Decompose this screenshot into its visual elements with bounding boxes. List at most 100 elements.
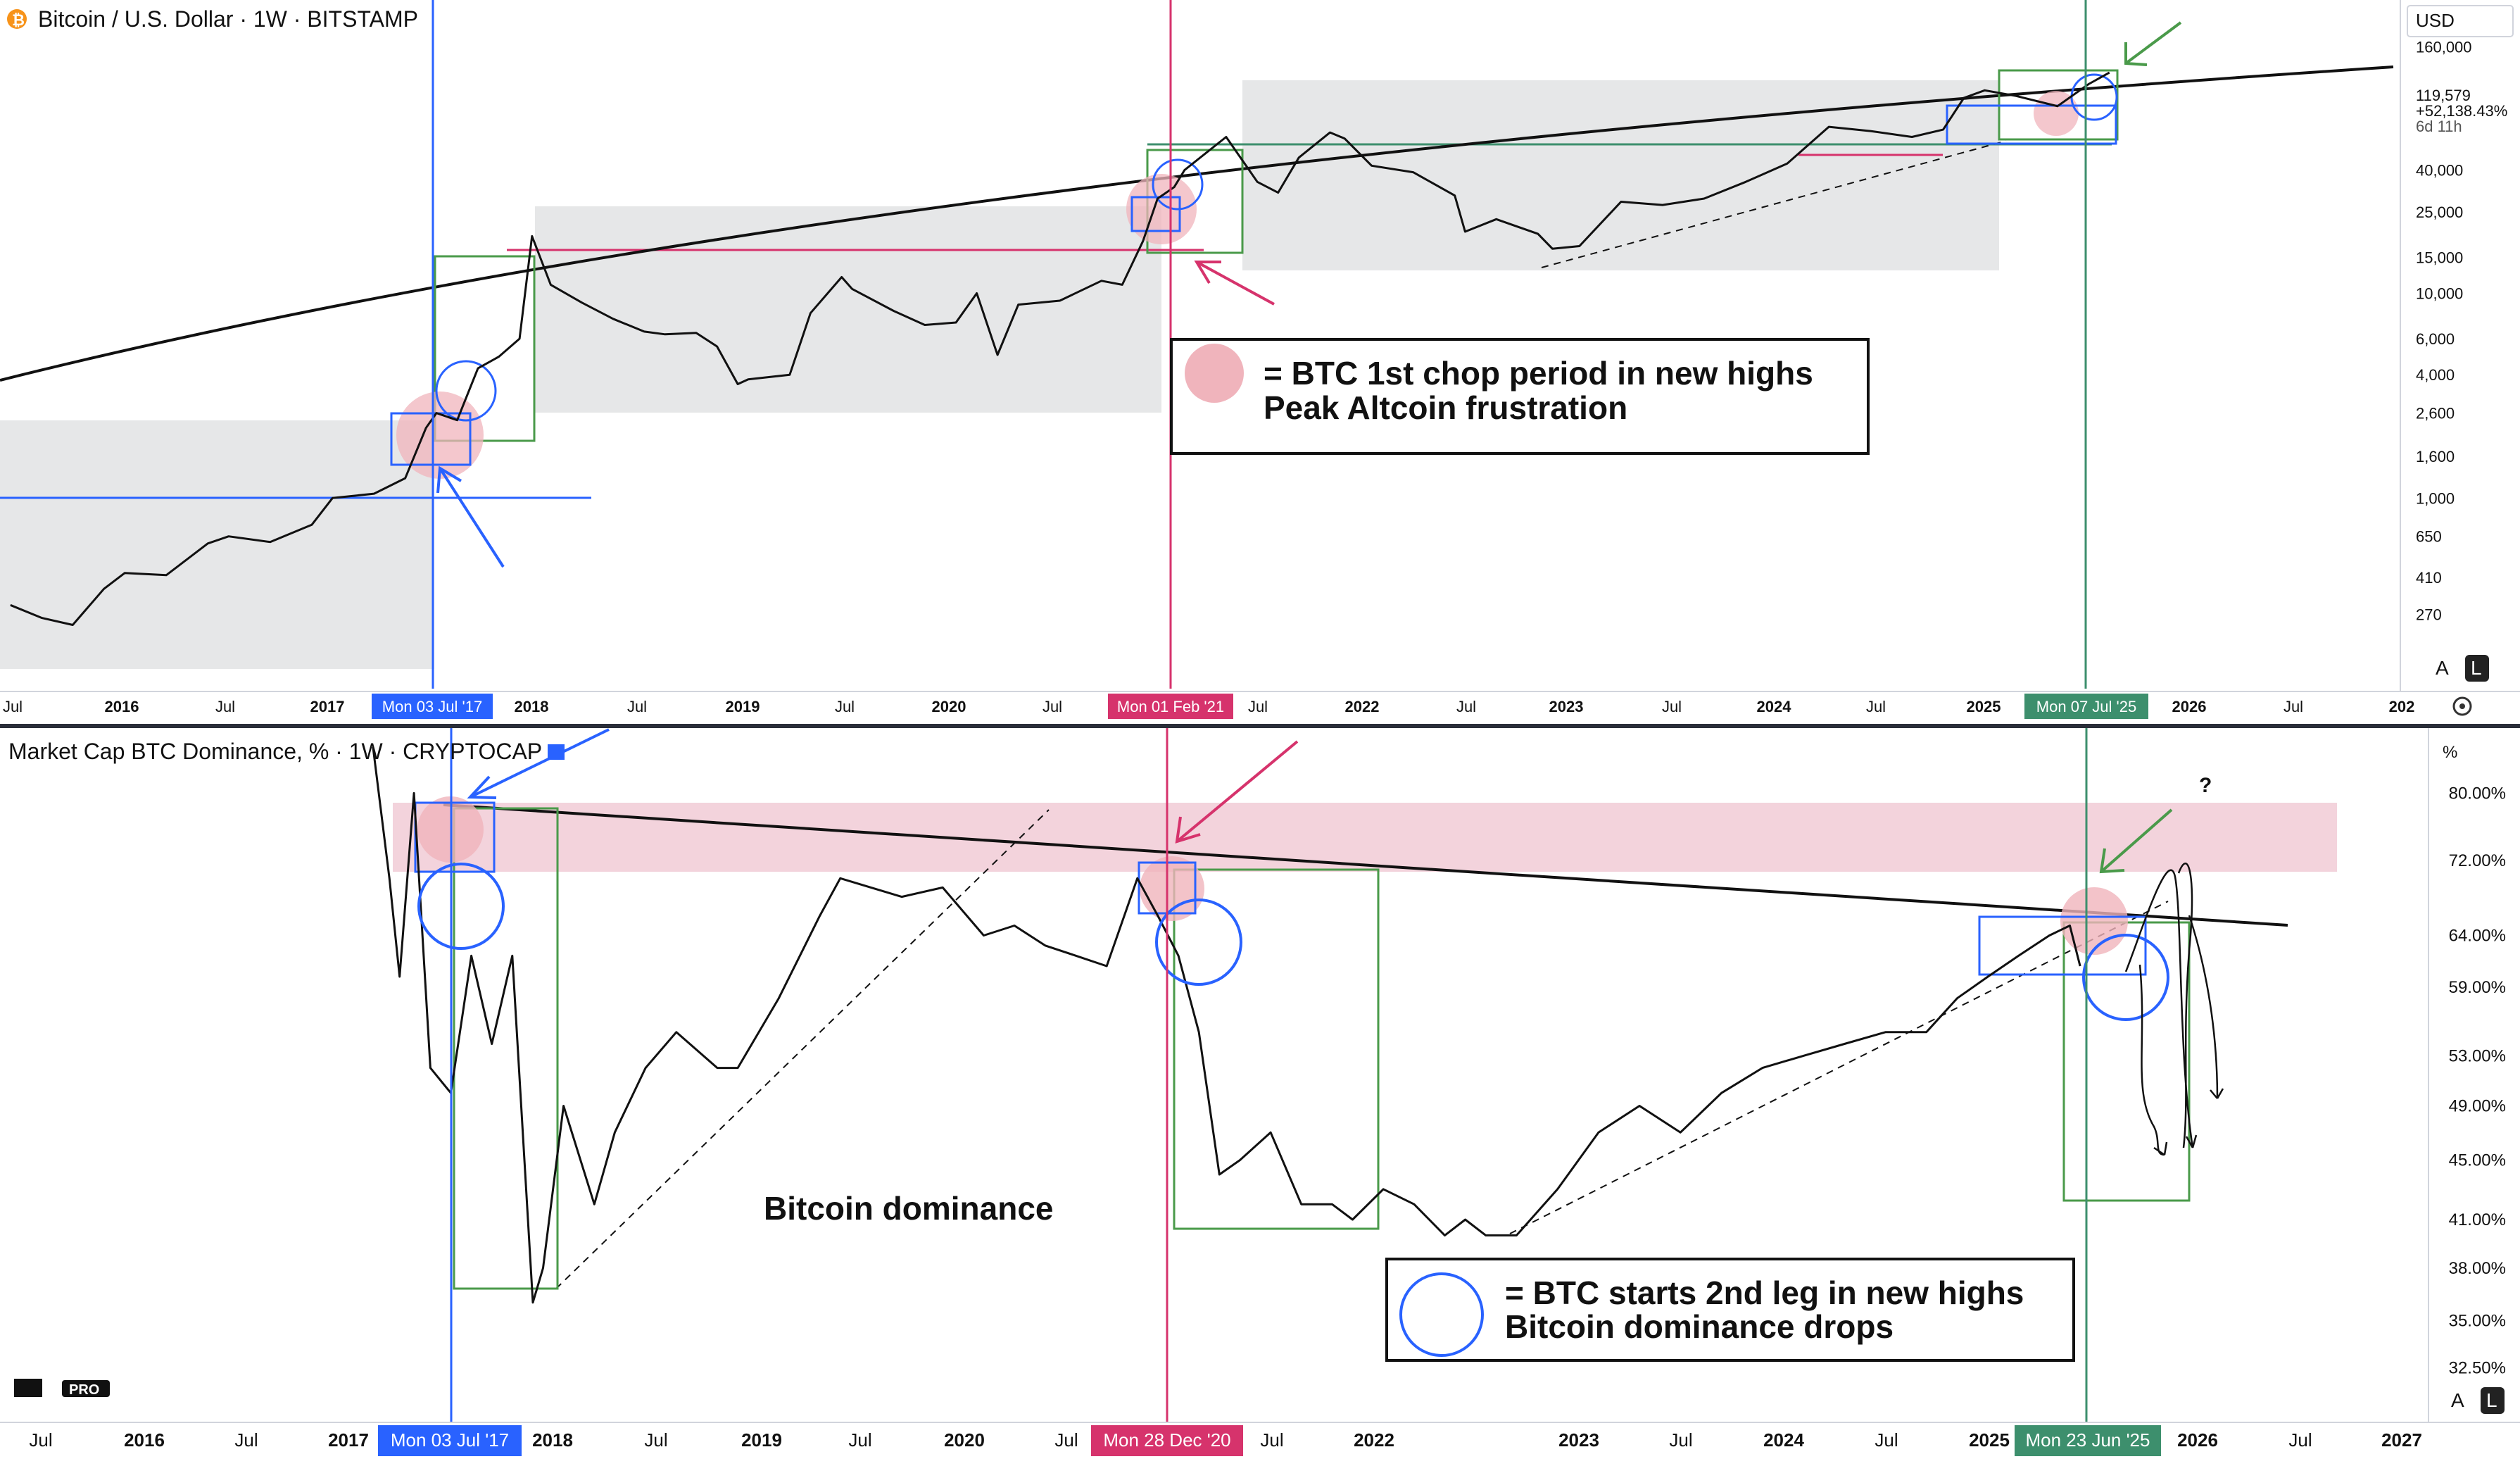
breakout-box [434, 255, 536, 442]
dashed-trendline [555, 809, 1050, 1289]
second-leg-circle [1155, 898, 1242, 986]
date-marker-jul25: Mon 07 Jul '25 [2024, 694, 2148, 719]
legend-box-top: = BTC 1st chop period in new highs Peak … [1170, 338, 1870, 455]
dominance-drop-box [2062, 921, 2191, 1202]
x-tick-label: Jul [1669, 1429, 1692, 1451]
y-tick-label: 4,000 [2416, 366, 2455, 384]
date-marker-dec20: Mon 28 Dec '20 [1091, 1425, 1243, 1456]
log-scale-button[interactable]: L [2471, 657, 2482, 679]
y-tick-label: 650 [2416, 528, 2442, 546]
second-leg-circle [2082, 934, 2169, 1021]
x-tick-label: Jul [1248, 698, 1268, 715]
dominance-drop-box [453, 807, 559, 1290]
bitcoin-glyph: ₿ [12, 11, 25, 29]
gear-icon[interactable] [2452, 696, 2472, 716]
x-tick-label: 2019 [726, 698, 760, 715]
x-tick-label: Jul [1875, 1429, 1898, 1451]
y-tick-label: 410 [2416, 569, 2442, 587]
log-growth-curve [0, 65, 2394, 382]
top-x-axis: Jul 2016 Jul 2017 2018 Jul 2019 Jul 2020 Jul Jul 20… [3, 698, 2414, 715]
legend-line-2: Bitcoin dominance drops [1505, 1308, 1894, 1345]
dominance-line [372, 746, 2081, 1304]
y-tick-label: 49.00% [2449, 1096, 2506, 1115]
y-tick-label: 35.00% [2449, 1311, 2506, 1330]
currency-label: USD [2416, 10, 2455, 31]
symbol-title[interactable]: Bitcoin / U.S. Dollar · 1W · BITSTAMP [38, 6, 418, 32]
arrow-icon [1175, 740, 1299, 844]
x-tick-label: Jul [627, 698, 647, 715]
tradingview-logo: PRO [14, 1379, 110, 1398]
x-tick-label: 2020 [944, 1429, 985, 1451]
arrow-icon [1194, 261, 1275, 306]
svg-text:Mon 23 Jun '25: Mon 23 Jun '25 [2026, 1429, 2150, 1451]
y-tick-label: 40,000 [2416, 161, 2463, 179]
auto-scale-button[interactable]: A [2436, 657, 2449, 679]
second-leg-circle [417, 863, 505, 950]
chop-circle [2060, 887, 2128, 955]
x-tick-label: Jul [1866, 698, 1886, 715]
svg-text:Mon 07 Jul '25: Mon 07 Jul '25 [2036, 698, 2136, 715]
projection-path [2177, 863, 2193, 1148]
dominance-title[interactable]: Market Cap BTC Dominance, % · 1W · CRYPT… [8, 739, 542, 764]
currency-dropdown[interactable]: USD [2407, 5, 2514, 37]
panel-divider[interactable] [0, 724, 2520, 728]
x-tick-label: 2016 [105, 698, 139, 715]
x-tick-label: 2025 [1969, 1429, 2010, 1451]
chop-circle [1140, 856, 1204, 921]
bottom-panel: ? Bitcoin dominance = BTC starts 2nd leg… [0, 728, 2520, 1459]
x-tick-label: 2017 [310, 698, 345, 715]
bottom-x-axis: Jul 2016 Jul 2017 2018 Jul 2019 Jul 2020 Jul Jul 20… [29, 1429, 2422, 1451]
resistance-zone [393, 803, 2337, 872]
y-tick-label: 1,600 [2416, 448, 2455, 465]
x-tick-label: 2022 [1354, 1429, 1394, 1451]
x-tick-label: Jul [835, 698, 855, 715]
question-mark: ? [2199, 774, 2212, 797]
x-tick-label: 2023 [1558, 1429, 1599, 1451]
arrow-icon [2099, 808, 2173, 874]
chop-circle [1126, 174, 1197, 244]
x-tick-label: Jul [1042, 698, 1062, 715]
legend-line-1: = BTC 1st chop period in new highs [1264, 355, 1813, 392]
unit-label: % [2443, 743, 2457, 762]
projection-path [2138, 964, 2168, 1156]
arrow-icon [467, 728, 610, 799]
x-tick-label: Jul [215, 698, 235, 715]
legend-line-2: Peak Altcoin frustration [1264, 389, 1627, 426]
y-tick-label: 15,000 [2416, 249, 2463, 266]
chop-range-box [535, 206, 1161, 413]
bottom-y-axis: 80.00% 72.00% 64.00% 59.00% 53.00% 49.00% 45.0… [2449, 784, 2506, 1377]
second-leg-circle [435, 360, 497, 422]
date-marker-feb21: Mon 01 Feb '21 [1108, 694, 1233, 719]
x-tick-label: Jul [1260, 1429, 1283, 1451]
x-tick-label: 2019 [741, 1429, 782, 1451]
x-tick-label: 202 [2389, 698, 2415, 715]
chop-range-box [0, 420, 434, 669]
x-tick-label: Jul [2283, 698, 2303, 715]
descending-trendline [443, 803, 2288, 927]
x-tick-label: Jul [848, 1429, 871, 1451]
chop-box [1978, 915, 2147, 976]
top-panel: = BTC 1st chop period in new highs Peak … [0, 0, 2520, 724]
y-tick-label: 72.00% [2449, 851, 2506, 870]
projection-path [2124, 869, 2198, 1148]
y-tick-label: 59.00% [2449, 978, 2506, 997]
y-tick-label: 45.00% [2449, 1151, 2506, 1170]
x-tick-label: 2024 [1763, 1429, 1804, 1451]
y-tick-label: 25,000 [2416, 203, 2463, 221]
price-change: +52,138.43% [2416, 102, 2507, 120]
chop-box [414, 801, 496, 873]
svg-text:Mon 01 Feb '21: Mon 01 Feb '21 [1117, 698, 1224, 715]
auto-scale-button[interactable]: A [2451, 1389, 2464, 1411]
y-tick-label: 1,000 [2416, 489, 2455, 507]
x-tick-label: 2020 [932, 698, 966, 715]
pink-dot-icon [1185, 344, 1244, 403]
price-last: 119,579 [2416, 87, 2471, 104]
y-tick-label: 80.00% [2449, 784, 2506, 803]
x-tick-label: Jul [3, 698, 23, 715]
x-tick-label: 2018 [515, 698, 549, 715]
flag-icon[interactable] [548, 744, 565, 760]
log-scale-button[interactable]: L [2486, 1389, 2497, 1411]
y-tick-label: 270 [2416, 606, 2442, 624]
dominance-drop-box [1173, 868, 1380, 1230]
